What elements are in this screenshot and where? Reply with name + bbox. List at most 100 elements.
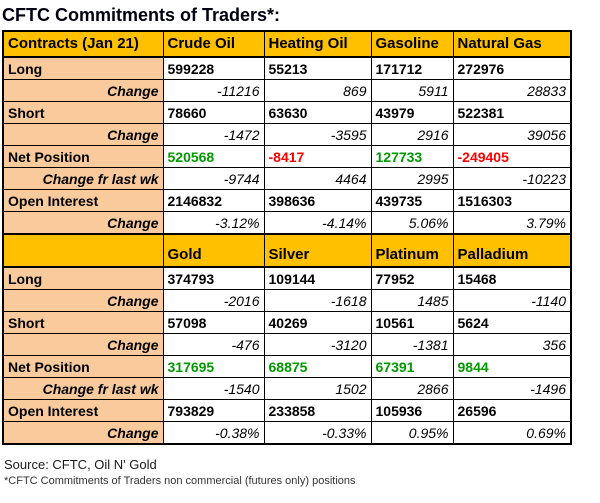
- cell: 171712: [370, 56, 454, 80]
- cell: -9744: [162, 167, 265, 190]
- cell: 599228: [162, 56, 265, 80]
- table-row: Net Position 520568 -8417 127733 -249405: [2, 145, 572, 168]
- table-row: Short 78660 63630 43979 522381: [2, 101, 572, 124]
- cell: 67391: [370, 355, 454, 378]
- cell: -476: [162, 333, 265, 356]
- table-row: Change -2016 -1618 1485 -1140: [2, 289, 572, 312]
- column-header: Palladium: [452, 233, 572, 268]
- row-label: Change: [2, 421, 164, 445]
- section-title-cell: [2, 233, 164, 268]
- cell: -1140: [452, 289, 572, 312]
- row-label: Short: [2, 311, 164, 334]
- column-header: Gasoline: [370, 30, 454, 58]
- cell: 520568: [162, 145, 265, 168]
- source-line: Source: CFTC, Oil N' Gold: [4, 457, 157, 472]
- footnote: *CFTC Commitments of Traders non commerc…: [4, 475, 356, 487]
- table-row: Change -476 -3120 -1381 356: [2, 333, 572, 356]
- cell: 2995: [370, 167, 454, 190]
- row-label: Change fr last wk: [2, 167, 164, 190]
- cell: 5911: [370, 79, 454, 102]
- cell: 0.69%: [452, 421, 572, 445]
- cell: 77952: [370, 266, 454, 290]
- cell: 1502: [263, 377, 372, 400]
- cell: 57098: [162, 311, 265, 334]
- cell: -249405: [452, 145, 572, 168]
- table-row: Open Interest 2146832 398636 439735 1516303: [2, 189, 572, 212]
- cot-table: Contracts (Jan 21) Crude Oil Heating Oil Ga…: [2, 30, 572, 445]
- table-row: Change -3.12% -4.14% 5.06% 3.79%: [2, 211, 572, 235]
- page-title: CFTC Commitments of Traders*:: [2, 5, 281, 25]
- cell: 272976: [452, 56, 572, 80]
- row-label: Net Position: [2, 355, 164, 378]
- cell: -1381: [370, 333, 454, 356]
- table-row: Change fr last wk -9744 4464 2995 -10223: [2, 167, 572, 190]
- cell: 43979: [370, 101, 454, 124]
- column-header: Platinum: [370, 233, 454, 268]
- cell: 105936: [370, 399, 454, 422]
- cell: -3.12%: [162, 211, 265, 235]
- table-row: Short 57098 40269 10561 5624: [2, 311, 572, 334]
- cell: 39056: [452, 123, 572, 146]
- header-row: Contracts (Jan 21) Crude Oil Heating Oil Ga…: [2, 30, 572, 58]
- row-label: Change: [2, 289, 164, 312]
- cell: 28833: [452, 79, 572, 102]
- column-header: Gold: [162, 233, 265, 268]
- row-label: Long: [2, 56, 164, 80]
- cell: -0.33%: [263, 421, 372, 445]
- cell: 793829: [162, 399, 265, 422]
- table-row: Change -1472 -3595 2916 39056: [2, 123, 572, 146]
- cell: 2146832: [162, 189, 265, 212]
- cell: -1472: [162, 123, 265, 146]
- cell: -1496: [452, 377, 572, 400]
- cell: 317695: [162, 355, 265, 378]
- header-row: Gold Silver Platinum Palladium: [2, 233, 572, 268]
- row-label: Change: [2, 211, 164, 235]
- cell: 1516303: [452, 189, 572, 212]
- cell: 233858: [263, 399, 372, 422]
- cell: 15468: [452, 266, 572, 290]
- row-label: Change: [2, 79, 164, 102]
- cell: 26596: [452, 399, 572, 422]
- cell: 4464: [263, 167, 372, 190]
- row-label: Short: [2, 101, 164, 124]
- cell: 9844: [452, 355, 572, 378]
- table-row: Open Interest 793829 233858 105936 26596: [2, 399, 572, 422]
- cell: -3595: [263, 123, 372, 146]
- section-title-cell: Contracts (Jan 21): [2, 30, 164, 58]
- cell: 127733: [370, 145, 454, 168]
- cell: 40269: [263, 311, 372, 334]
- cell: 55213: [263, 56, 372, 80]
- cell: 63630: [263, 101, 372, 124]
- cell: -10223: [452, 167, 572, 190]
- cell: -2016: [162, 289, 265, 312]
- cell: -3120: [263, 333, 372, 356]
- cell: 398636: [263, 189, 372, 212]
- row-label: Change: [2, 333, 164, 356]
- cell: 374793: [162, 266, 265, 290]
- cell: 522381: [452, 101, 572, 124]
- row-label: Open Interest: [2, 399, 164, 422]
- cell: -4.14%: [263, 211, 372, 235]
- cell: 356: [452, 333, 572, 356]
- cell: -1618: [263, 289, 372, 312]
- cell: 3.79%: [452, 211, 572, 235]
- table-row: Change -0.38% -0.33% 0.95% 0.69%: [2, 421, 572, 445]
- cell: -0.38%: [162, 421, 265, 445]
- cell: 68875: [263, 355, 372, 378]
- row-label: Change fr last wk: [2, 377, 164, 400]
- cell: -11216: [162, 79, 265, 102]
- cell: 0.95%: [370, 421, 454, 445]
- table-row: Change -11216 869 5911 28833: [2, 79, 572, 102]
- cell: 2866: [370, 377, 454, 400]
- row-label: Open Interest: [2, 189, 164, 212]
- cell: 10561: [370, 311, 454, 334]
- column-header: Crude Oil: [162, 30, 265, 58]
- cell: 5.06%: [370, 211, 454, 235]
- cell: -1540: [162, 377, 265, 400]
- cell: 109144: [263, 266, 372, 290]
- table-row: Long 374793 109144 77952 15468: [2, 266, 572, 290]
- cell: 869: [263, 79, 372, 102]
- cell: -8417: [263, 145, 372, 168]
- cell: 78660: [162, 101, 265, 124]
